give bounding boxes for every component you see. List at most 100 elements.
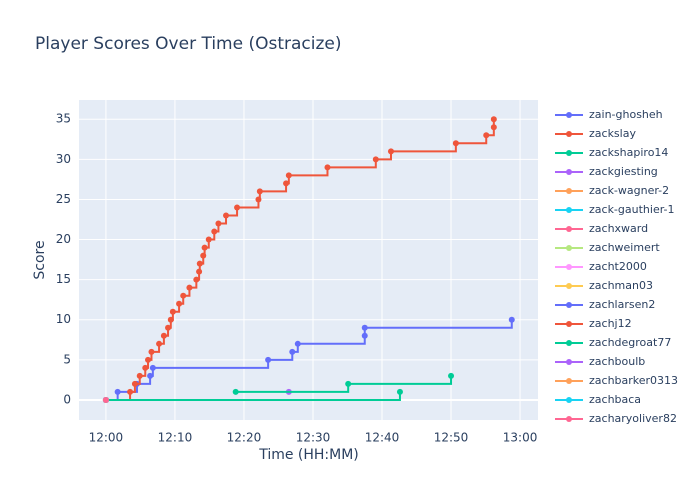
data-point (201, 244, 208, 251)
data-point (102, 396, 109, 403)
legend-marker (566, 188, 572, 194)
data-point (345, 380, 352, 387)
y-tick-label: 20 (56, 232, 71, 246)
data-point (285, 172, 292, 179)
data-point (167, 316, 174, 323)
legend-marker (566, 302, 572, 308)
data-point (361, 332, 368, 339)
y-tick-label: 5 (63, 352, 71, 366)
legend-marker (566, 264, 572, 270)
data-point (215, 220, 222, 227)
legend-label: zachman03 (589, 279, 653, 292)
legend-marker (566, 207, 572, 213)
data-point (490, 116, 497, 123)
data-point (131, 380, 138, 387)
data-point (169, 308, 176, 315)
legend-marker (566, 416, 572, 422)
legend-label: zachxward (589, 222, 648, 235)
legend-label: zachj12 (589, 317, 632, 330)
legend-marker (566, 131, 572, 137)
legend-label: zachbarker0313 (589, 374, 678, 387)
legend-label: zachdegroat77 (589, 336, 671, 349)
y-tick-label: 35 (56, 112, 71, 126)
data-point (160, 332, 167, 339)
data-point (396, 388, 403, 395)
x-tick-label: 12:00 (89, 431, 124, 445)
data-point (265, 356, 272, 363)
data-point (361, 324, 368, 331)
legend-marker (566, 245, 572, 251)
chart-title: Player Scores Over Time (Ostracize) (35, 34, 342, 54)
data-point (324, 164, 331, 171)
legend-marker (566, 169, 572, 175)
data-point (156, 340, 163, 347)
data-point (387, 148, 394, 155)
data-point (232, 388, 239, 395)
legend-label: zacharyoliver82 (589, 412, 677, 425)
legend-label: zackgiesting (589, 165, 658, 178)
x-tick-label: 12:50 (434, 431, 469, 445)
data-point (448, 372, 455, 379)
legend-marker (566, 150, 572, 156)
data-point (490, 124, 497, 131)
plot-area (79, 100, 538, 420)
y-tick-label: 25 (56, 192, 71, 206)
legend-label: zackslay (589, 127, 636, 140)
data-point (256, 188, 263, 195)
legend-label: zackshapiro14 (589, 146, 668, 159)
data-point (223, 212, 230, 219)
legend-marker (566, 112, 572, 118)
y-tick-label: 10 (56, 312, 71, 326)
legend-label: zachbaca (589, 393, 641, 406)
data-point (483, 132, 490, 139)
data-point (186, 284, 193, 291)
data-point (289, 348, 296, 355)
data-point (508, 316, 515, 323)
data-point (196, 260, 203, 267)
data-point (234, 204, 241, 211)
x-tick-label: 13:00 (503, 431, 538, 445)
legend-label: zack-gauthier-1 (589, 203, 675, 216)
data-point (180, 292, 187, 299)
data-point (149, 364, 156, 371)
data-point (205, 236, 212, 243)
legend-marker (566, 283, 572, 289)
data-point (142, 364, 149, 371)
legend-label: zachlarsen2 (589, 298, 655, 311)
y-tick-label: 30 (56, 152, 71, 166)
data-point (127, 388, 134, 395)
x-axis-label: Time (HH:MM) (258, 447, 359, 463)
x-tick-label: 12:10 (158, 431, 193, 445)
x-tick-label: 12:30 (296, 431, 331, 445)
data-point (283, 180, 290, 187)
legend-marker (566, 226, 572, 232)
data-point (148, 348, 155, 355)
data-point (114, 388, 121, 395)
data-point (176, 300, 183, 307)
y-tick-label: 0 (63, 392, 71, 406)
x-tick-label: 12:40 (365, 431, 400, 445)
y-axis-label: Score (32, 240, 48, 279)
legend-marker (566, 378, 572, 384)
data-point (147, 372, 154, 379)
legend-label: zacht2000 (589, 260, 647, 273)
data-point (200, 252, 207, 259)
data-point (165, 324, 172, 331)
data-point (452, 140, 459, 147)
y-tick-label: 15 (56, 272, 71, 286)
legend-label: zain-ghosheh (589, 108, 663, 121)
data-point (211, 228, 218, 235)
legend-marker (566, 359, 572, 365)
legend-marker (566, 340, 572, 346)
data-point (136, 372, 143, 379)
data-point (193, 276, 200, 283)
legend-marker (566, 397, 572, 403)
data-point (196, 268, 203, 275)
legend-label: zack-wagner-2 (589, 184, 669, 197)
data-point (145, 356, 152, 363)
x-tick-label: 12:20 (227, 431, 262, 445)
legend-marker (566, 321, 572, 327)
data-point (372, 156, 379, 163)
legend-label: zachboulb (589, 355, 645, 368)
